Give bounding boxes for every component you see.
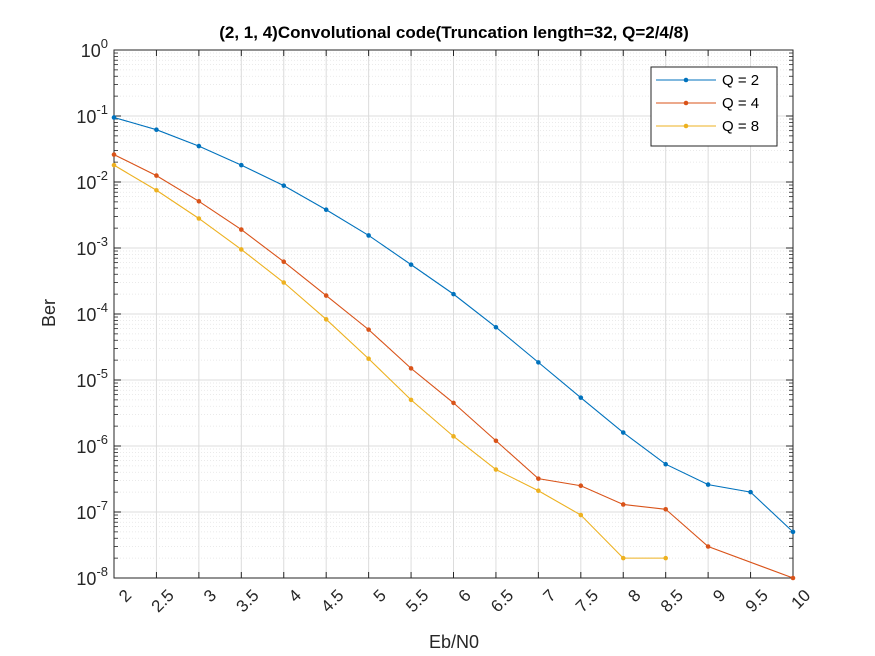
legend-swatch-marker bbox=[683, 123, 689, 129]
series-line bbox=[113, 154, 794, 579]
legend-swatch-marker bbox=[683, 77, 689, 83]
y-tick-label: 10-2 bbox=[76, 168, 108, 193]
data-point bbox=[620, 555, 626, 561]
data-point bbox=[323, 293, 329, 298]
data-point bbox=[620, 502, 626, 507]
axis-ticks bbox=[113, 49, 794, 579]
legend-item: Q = 2 bbox=[656, 72, 759, 89]
data-point bbox=[493, 438, 499, 444]
y-tick-label: 10-1 bbox=[76, 102, 108, 127]
data-point bbox=[281, 280, 287, 285]
data-point bbox=[705, 482, 711, 487]
data-point bbox=[578, 395, 584, 400]
data-point bbox=[578, 483, 584, 489]
data-point bbox=[663, 555, 668, 561]
series-3 bbox=[111, 162, 668, 561]
data-point bbox=[239, 162, 244, 168]
data-point bbox=[790, 575, 796, 581]
data-point bbox=[408, 366, 414, 371]
data-point bbox=[705, 544, 711, 549]
y-tick-label: 10-4 bbox=[76, 300, 108, 325]
legend-label: Q = 2 bbox=[722, 72, 759, 89]
data-point bbox=[663, 461, 668, 467]
series-2 bbox=[111, 152, 796, 581]
y-tick-label: 10-3 bbox=[76, 234, 108, 259]
data-point bbox=[154, 127, 159, 133]
data-point bbox=[281, 259, 287, 265]
y-axis-label: Ber bbox=[39, 299, 59, 327]
y-tick-label: 10-5 bbox=[76, 366, 108, 391]
y-tick-label: 10-7 bbox=[76, 498, 108, 523]
data-point bbox=[408, 262, 414, 267]
data-point bbox=[154, 173, 159, 178]
legend: Q = 2 Q = 4 Q = 8 bbox=[650, 66, 778, 147]
series-lines bbox=[111, 115, 796, 581]
data-point bbox=[196, 199, 202, 204]
data-point bbox=[281, 183, 287, 188]
data-point bbox=[111, 162, 117, 168]
data-point bbox=[239, 247, 244, 252]
y-tick-label: 10-8 bbox=[76, 564, 108, 589]
data-point bbox=[111, 152, 117, 157]
data-point bbox=[366, 233, 371, 238]
data-point bbox=[408, 397, 414, 403]
data-point bbox=[111, 115, 117, 120]
y-tick-labels: 100 10-1 10-2 10-3 10-4 10-5 10-6 10-7 10-8 bbox=[76, 36, 108, 589]
legend-label: Q = 8 bbox=[722, 118, 759, 135]
data-point bbox=[536, 488, 541, 494]
legend-item: Q = 4 bbox=[656, 95, 759, 112]
chart-title: (2, 1, 4)Convolutional code(Truncation l… bbox=[219, 23, 688, 42]
series-1 bbox=[111, 115, 796, 535]
data-point bbox=[451, 291, 456, 297]
data-point bbox=[578, 512, 584, 518]
data-point bbox=[536, 360, 541, 365]
y-tick-label: 100 bbox=[81, 36, 108, 61]
data-point bbox=[451, 434, 456, 439]
y-tick-label: 10-6 bbox=[76, 432, 108, 457]
data-point bbox=[790, 529, 796, 535]
data-point bbox=[451, 400, 456, 406]
data-point bbox=[196, 143, 202, 149]
data-point bbox=[620, 430, 626, 435]
series-line bbox=[113, 164, 666, 559]
legend-item: Q = 8 bbox=[656, 118, 759, 135]
data-point bbox=[323, 317, 329, 322]
data-point bbox=[366, 327, 371, 332]
x-axis-label: Eb/N0 bbox=[429, 632, 479, 652]
data-point bbox=[536, 476, 541, 481]
data-point bbox=[748, 489, 753, 495]
data-point bbox=[493, 467, 499, 472]
data-point bbox=[154, 187, 159, 193]
data-point bbox=[323, 207, 329, 213]
data-point bbox=[366, 356, 371, 362]
legend-label: Q = 4 bbox=[722, 95, 759, 112]
data-point bbox=[663, 506, 668, 512]
legend-swatch-marker bbox=[683, 100, 689, 106]
data-point bbox=[239, 227, 244, 232]
data-point bbox=[196, 216, 202, 221]
data-point bbox=[493, 324, 499, 330]
